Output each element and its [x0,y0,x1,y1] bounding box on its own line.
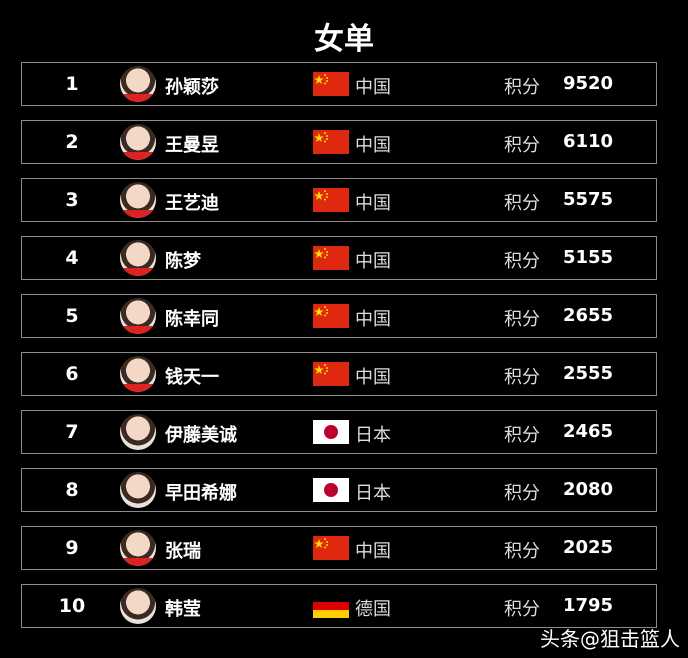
rank: 3 [65,189,79,211]
player-name: 早田希娜 [165,483,237,504]
points-value: 2465 [562,421,614,442]
points-value: 2080 [562,479,614,500]
points-value: 5575 [562,189,614,210]
ranking-row: 6 钱天一 中国 积分 2555 [21,352,657,396]
points-label: 积分 [504,541,540,562]
player-name: 张瑞 [165,541,201,562]
country: 中国 [355,367,391,388]
china-flag-icon [313,188,349,212]
player-avatar [120,588,156,624]
player-name: 钱天一 [165,367,219,388]
points-label: 积分 [504,135,540,156]
rank: 10 [58,595,86,617]
japan-flag-icon [313,420,349,444]
player-avatar [120,66,156,102]
points-value: 1795 [562,595,614,616]
china-flag-icon [313,536,349,560]
points-label: 积分 [504,193,540,214]
ranking-row: 2 王曼昱 中国 积分 6110 [21,120,657,164]
country: 中国 [355,193,391,214]
player-avatar [120,182,156,218]
player-name: 王曼昱 [165,135,219,156]
points-value: 2655 [562,305,614,326]
rank: 9 [65,537,79,559]
player-name: 韩莹 [165,599,201,620]
points-value: 2025 [562,537,614,558]
japan-flag-icon [313,478,349,502]
page-title: 女单 [314,22,374,57]
ranking-row: 4 陈梦 中国 积分 5155 [21,236,657,280]
player-avatar [120,298,156,334]
points-label: 积分 [504,425,540,446]
points-label: 积分 [504,483,540,504]
china-flag-icon [313,72,349,96]
points-label: 积分 [504,367,540,388]
china-flag-icon [313,246,349,270]
player-avatar [120,124,156,160]
points-label: 积分 [504,77,540,98]
rank: 8 [65,479,79,501]
player-avatar [120,356,156,392]
ranking-row: 1 孙颖莎 中国 积分 9520 [21,62,657,106]
ranking-row: 3 王艺迪 中国 积分 5575 [21,178,657,222]
player-avatar [120,530,156,566]
points-value: 9520 [562,73,614,94]
country: 中国 [355,77,391,98]
player-name: 孙颖莎 [165,77,219,98]
rank: 7 [65,421,79,443]
ranking-row: 9 张瑞 中国 积分 2025 [21,526,657,570]
country: 中国 [355,309,391,330]
points-value: 6110 [562,131,614,152]
country: 中国 [355,135,391,156]
country: 日本 [355,483,391,504]
ranking-row: 5 陈幸同 中国 积分 2655 [21,294,657,338]
country: 日本 [355,425,391,446]
china-flag-icon [313,304,349,328]
points-value: 5155 [562,247,614,268]
player-avatar [120,414,156,450]
points-label: 积分 [504,599,540,620]
points-value: 2555 [562,363,614,384]
ranking-row: 8 早田希娜 日本 积分 2080 [21,468,657,512]
player-name: 陈幸同 [165,309,219,330]
player-avatar [120,240,156,276]
country: 中国 [355,251,391,272]
player-name: 伊藤美诚 [165,425,237,446]
country: 德国 [355,599,391,620]
china-flag-icon [313,130,349,154]
rank: 4 [65,247,79,269]
rank: 1 [65,73,79,95]
rank: 6 [65,363,79,385]
points-label: 积分 [504,251,540,272]
ranking-row: 10 韩莹 德国 积分 1795 [21,584,657,628]
points-label: 积分 [504,309,540,330]
player-avatar [120,472,156,508]
china-flag-icon [313,362,349,386]
player-name: 王艺迪 [165,193,219,214]
germany-flag-icon [313,594,349,618]
rank: 5 [65,305,79,327]
ranking-row: 7 伊藤美诚 日本 积分 2465 [21,410,657,454]
player-name: 陈梦 [165,251,201,272]
country: 中国 [355,541,391,562]
watermark: 头条@狙击篮人 [540,627,680,651]
rank: 2 [65,131,79,153]
